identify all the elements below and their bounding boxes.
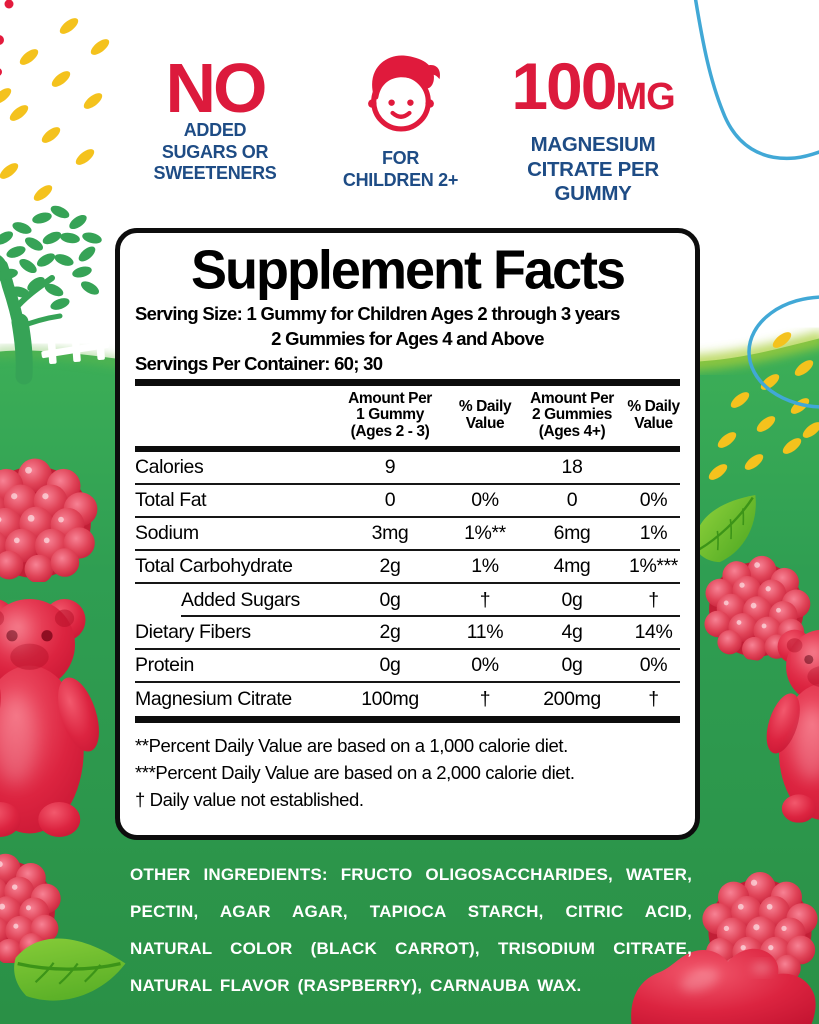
table-row-total-fat: Total Fat 0 0% 0 0% (135, 485, 680, 518)
other-ingredients-text: FRUCTO OLIGOSACCHARIDES, WATER, PECTIN, … (130, 865, 692, 995)
header-daily-value-2: % Daily Value (627, 398, 680, 432)
table-row-magnesium-citrate: Magnesium Citrate 100mg † 200mg † (135, 688, 659, 710)
badge-for-children: FOR CHILDREN 2+ (328, 50, 473, 191)
badge-no-added-sugars: NO ADDED SUGARS OR SWEETENERS (135, 49, 295, 185)
footnote-2000-calorie: ***Percent Daily Value are based on a 2,… (135, 762, 575, 783)
supplement-facts-panel: Supplement Facts Serving Size: 1 Gummy f… (115, 228, 700, 840)
other-ingredients: OTHER INGREDIENTS: FRUCTO OLIGOSACCHARID… (130, 856, 692, 1004)
servings-per-container: Servings Per Container: 60; 30 (135, 353, 383, 374)
children-line: FOR (381, 148, 420, 168)
badge-100mg: 100MG MAGNESIUM CITRATE PER GUMMY (508, 53, 678, 207)
divider-thick (135, 379, 680, 386)
tree-illustration (0, 205, 102, 385)
header-amount-1-gummy: Amount Per 1 Gummy (Ages 2 - 3) (348, 389, 432, 440)
dosage-line: GUMMY (554, 182, 632, 205)
divider-thick-bottom (135, 716, 680, 723)
table-row-calories: Calories 9 18 (135, 452, 680, 485)
dosage-line: CITRATE PER (527, 157, 659, 181)
dosage-headline: 100MG (508, 53, 678, 133)
blue-swoosh-line (693, 0, 819, 161)
serving-size-line2: 2 Gummies for Ages 4 and Above (271, 328, 544, 349)
footnotes: **Percent Daily Value are based on a 1,0… (135, 732, 680, 813)
divider-medium (135, 446, 680, 452)
no-sugars-line: ADDED (183, 120, 247, 140)
header-amount-2-gummies: Amount Per 2 Gummies (Ages 4+) (530, 389, 614, 440)
no-sugars-line: SWEETENERS (153, 163, 277, 183)
table-row-total-carbohydrate: Total Carbohydrate 2g 1% 4mg 1%*** (135, 551, 680, 584)
table-row-added-sugars: Added Sugars 0g † 0g † (135, 584, 680, 617)
table-row-sodium: Sodium 3mg 1%** 6mg 1% (135, 518, 680, 551)
table-header-row: Amount Per 1 Gummy (Ages 2 - 3) % Daily … (135, 386, 680, 446)
red-dots-top-left (0, 0, 14, 76)
dosage-unit: MG (615, 76, 675, 118)
dosage-amount: 100 (511, 49, 617, 123)
gummy-lying-image (631, 948, 816, 1024)
serving-size-line1: Serving Size: 1 Gummy for Children Ages … (135, 303, 620, 324)
children-line: CHILDREN 2+ (342, 169, 459, 190)
no-sugars-line: SUGARS OR (161, 141, 269, 162)
fence-illustration (38, 315, 110, 365)
header-badges: NO ADDED SUGARS OR SWEETENERS FOR CHILDR… (0, 49, 819, 205)
no-headline: NO (165, 49, 268, 127)
table-row-protein: Protein 0g 0% 0g 0% (135, 650, 680, 683)
blue-circle-line (747, 295, 819, 409)
dosage-line: MAGNESIUM (530, 133, 656, 156)
header-daily-value-1: % Daily Value (458, 398, 512, 432)
table-row-dietary-fibers: Dietary Fibers 2g 11% 4g 14% (135, 617, 680, 650)
footnote-1000-calorie: **Percent Daily Value are based on a 1,0… (135, 735, 568, 756)
child-face-icon (367, 55, 440, 132)
panel-title: Supplement Facts (190, 239, 626, 301)
other-ingredients-label: OTHER INGREDIENTS: (130, 865, 328, 884)
footnote-daily-value: † Daily value not established. (135, 789, 364, 810)
